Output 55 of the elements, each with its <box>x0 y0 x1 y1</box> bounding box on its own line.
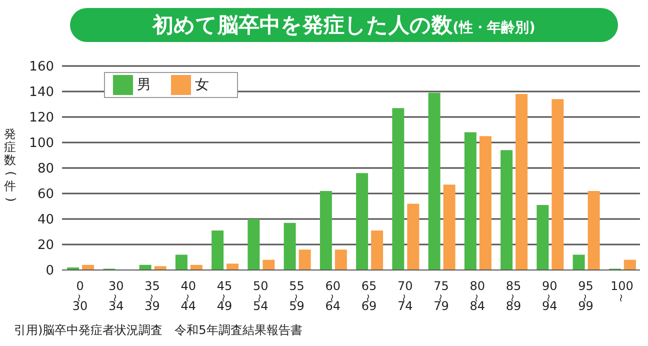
bar <box>500 150 513 270</box>
bar <box>588 190 600 270</box>
y-tick-label: 40 <box>37 212 54 228</box>
bar <box>464 132 476 270</box>
bar <box>516 94 528 270</box>
legend-label: 男 <box>137 76 151 93</box>
bar <box>407 204 420 270</box>
bar <box>479 136 492 270</box>
bar <box>320 190 332 270</box>
x-tick-label: 55〜59 <box>289 279 304 313</box>
x-tick-label: 50〜54 <box>253 279 268 313</box>
bar <box>154 266 166 270</box>
bar <box>624 260 636 270</box>
bar <box>212 230 224 270</box>
bar <box>175 254 188 270</box>
bar <box>552 99 564 270</box>
bar <box>356 173 368 270</box>
x-tick-label: 90〜94 <box>542 279 558 313</box>
y-tick-label: 60 <box>37 187 54 202</box>
x-tick-label: 60〜64 <box>325 279 341 313</box>
legend-label: 女 <box>195 76 209 93</box>
bar <box>226 264 239 270</box>
x-tick-label: 65〜69 <box>361 279 377 313</box>
x-tick-label: 95〜99 <box>578 279 594 313</box>
bar <box>262 260 275 270</box>
x-tick-label: 35〜39 <box>144 279 160 313</box>
bar <box>371 230 384 270</box>
x-tick-label: 45〜49 <box>216 279 232 313</box>
bar <box>443 184 456 270</box>
bar <box>428 92 440 270</box>
bar <box>298 250 311 270</box>
text: 引用)脳卒中発症者状況調査 令和5年調査結果報告書 <box>14 322 302 339</box>
bar <box>334 250 347 270</box>
x-tick-label: 30〜34 <box>108 279 124 313</box>
chart-title: 初めて脳卒中を発症した人の数(性・年齢別) <box>70 8 618 42</box>
bar <box>536 204 549 270</box>
bar <box>284 222 296 270</box>
x-tick-label: 70〜74 <box>398 279 413 313</box>
y-tick-label: 100 <box>29 136 54 152</box>
x-tick-label: 80〜84 <box>470 279 486 313</box>
bar <box>572 254 585 270</box>
x-tick-label: 40〜44 <box>180 279 196 313</box>
bar <box>248 219 260 270</box>
x-tick-label: 85〜89 <box>506 279 522 313</box>
x-tick-label: 75〜79 <box>434 279 449 313</box>
y-tick-label: 160 <box>29 60 54 75</box>
y-tick-label: 140 <box>29 85 54 100</box>
y-tick-label: 20 <box>37 238 54 254</box>
x-tick-label: 100〜 <box>610 279 634 302</box>
y-axis-title: 発症数(件) <box>4 127 18 202</box>
y-tick-label: 120 <box>29 110 54 126</box>
y-tick-label: 0 <box>46 264 54 279</box>
y-tick-label: 80 <box>37 162 54 177</box>
bar <box>392 108 404 270</box>
x-tick-label: 0〜30 <box>72 279 88 313</box>
